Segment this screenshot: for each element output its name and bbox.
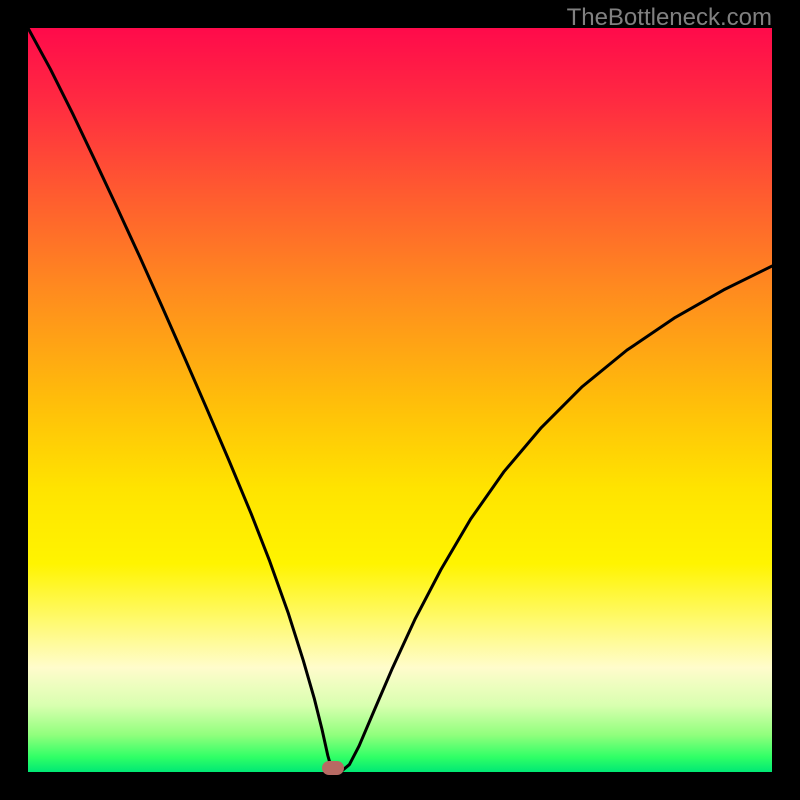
plot-svg [28, 28, 772, 772]
plot-area [28, 28, 772, 772]
watermark-text: TheBottleneck.com [567, 4, 772, 32]
minimum-marker [322, 761, 344, 775]
gradient-background [28, 28, 772, 772]
